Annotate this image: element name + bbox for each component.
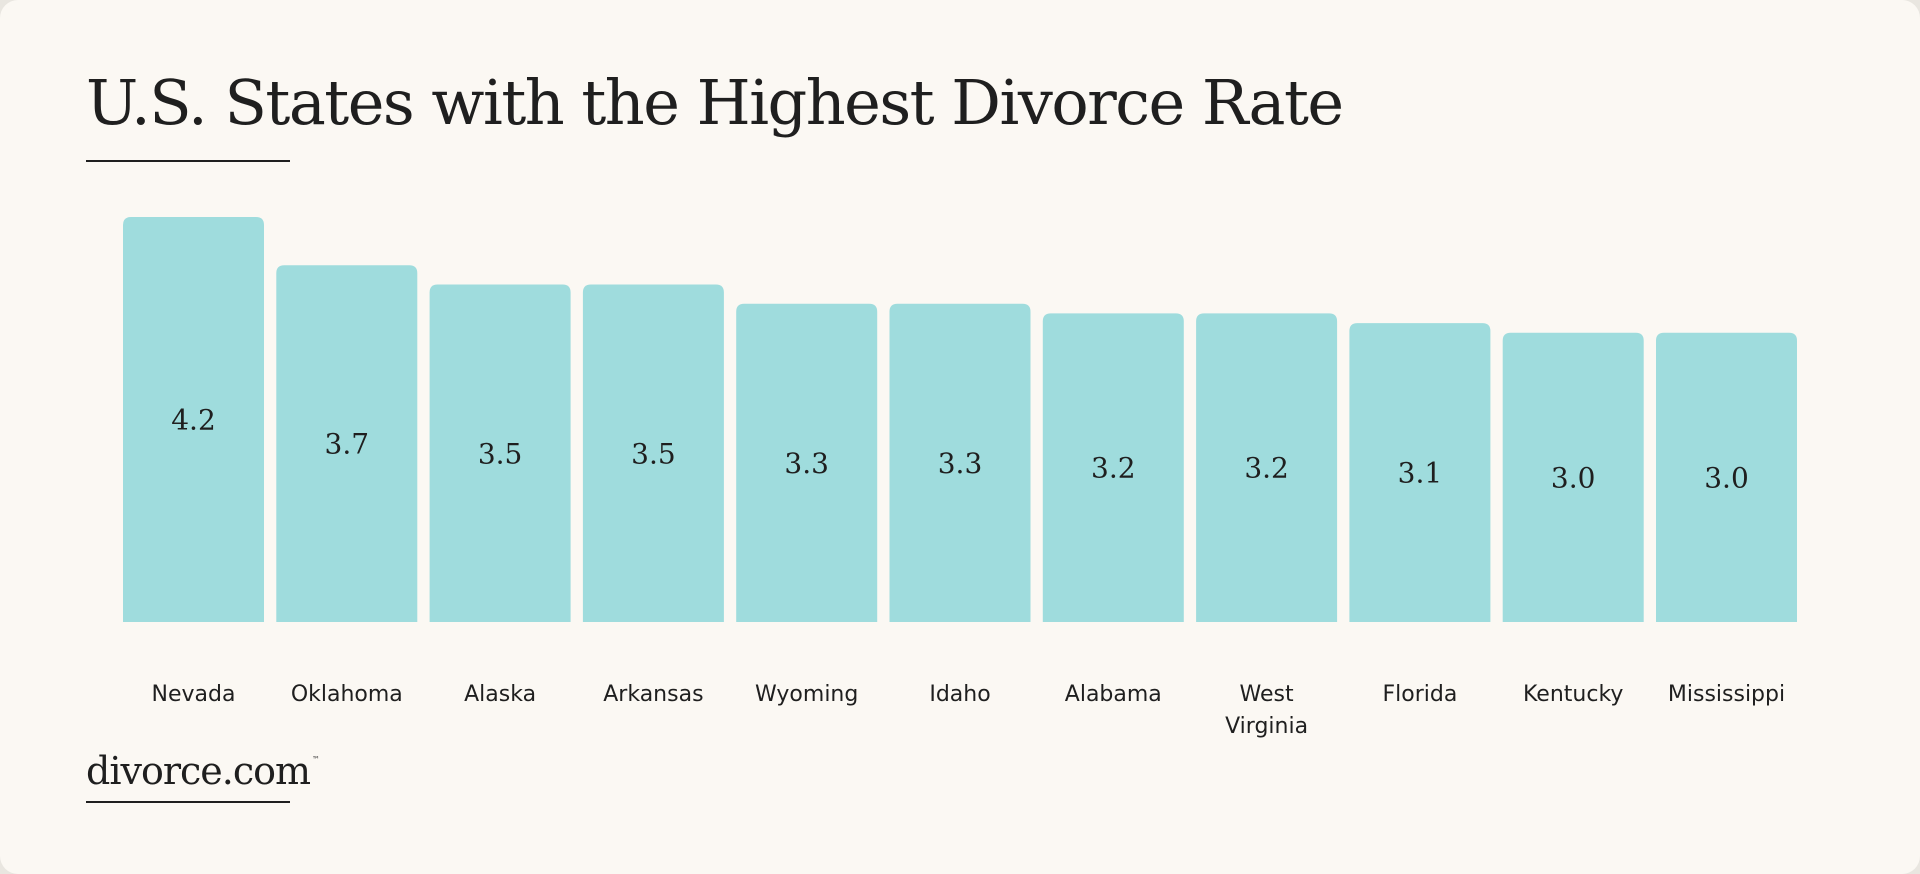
value-label-mississippi: 3.0	[1704, 461, 1749, 494]
bar-alabama	[1042, 313, 1184, 622]
category-label-idaho: Idaho	[929, 682, 990, 707]
bar-florida	[1349, 323, 1491, 622]
brand-name: divorce.com	[86, 749, 311, 793]
value-label-kentucky: 3.0	[1551, 461, 1596, 494]
category-label-kentucky: Kentucky	[1523, 682, 1623, 707]
category-label-mississippi: Mississippi	[1668, 682, 1785, 707]
title-underline	[86, 160, 290, 162]
value-label-west-virginia: 3.2	[1244, 452, 1289, 485]
value-label-idaho: 3.3	[938, 447, 983, 480]
bar-wyoming	[736, 303, 878, 622]
value-label-alaska: 3.5	[478, 437, 523, 470]
category-label-west-virginia: West Virginia	[1225, 682, 1308, 739]
bar-arkansas	[582, 284, 724, 622]
bar-nevada	[123, 217, 264, 622]
value-label-arkansas: 3.5	[631, 437, 676, 470]
value-label-oklahoma: 3.7	[325, 428, 370, 461]
category-label-alaska: Alaska	[464, 682, 536, 707]
bar-kentucky	[1502, 332, 1644, 622]
value-label-alabama: 3.2	[1091, 452, 1136, 485]
bar-oklahoma	[276, 265, 418, 622]
category-label-wyoming: Wyoming	[755, 682, 858, 707]
category-label-arkansas: Arkansas	[603, 682, 703, 707]
logo-underline	[86, 801, 290, 803]
chart-title: U.S. States with the Highest Divorce Rat…	[86, 66, 1344, 139]
category-label-florida: Florida	[1382, 682, 1457, 707]
category-label-nevada: Nevada	[152, 682, 236, 707]
bar-idaho	[889, 303, 1031, 622]
bar-mississippi	[1656, 332, 1797, 622]
value-label-wyoming: 3.3	[784, 447, 829, 480]
category-label-oklahoma: Oklahoma	[291, 682, 403, 707]
bar-alaska	[429, 284, 571, 622]
value-label-florida: 3.1	[1398, 457, 1443, 490]
bar-west-virginia	[1196, 313, 1338, 622]
category-label-alabama: Alabama	[1065, 682, 1162, 707]
trademark-symbol: ™	[312, 755, 320, 764]
value-label-nevada: 4.2	[171, 404, 216, 437]
brand-logo[interactable]: divorce.com ™	[86, 749, 320, 793]
